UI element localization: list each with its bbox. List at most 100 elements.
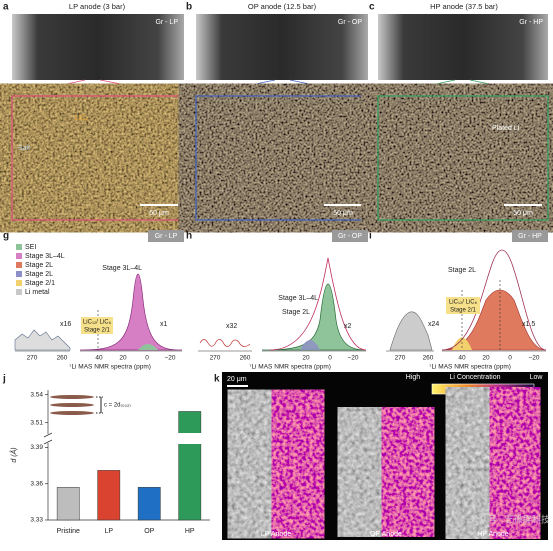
panel-label: i	[369, 231, 372, 242]
spectrum	[300, 340, 320, 350]
annotation: c = 2d₍₀₀₂₎	[104, 403, 131, 409]
annotation: x32	[226, 323, 237, 330]
x-tick-label: 0	[328, 355, 332, 362]
tag-box	[512, 230, 548, 242]
zoom-line	[377, 79, 549, 97]
panel-label: e	[186, 95, 192, 106]
annotation: Stage 3L–4L	[278, 295, 318, 302]
annotation: Stage 3L–4L	[102, 265, 142, 272]
x-tick-label: HP	[185, 528, 195, 535]
bar	[97, 470, 121, 521]
colorbar-label: Low	[530, 374, 544, 381]
legend-label: SEI	[25, 244, 36, 251]
micrograph	[11, 95, 185, 221]
panel-label: g	[3, 231, 9, 242]
lattice-inset	[50, 395, 103, 415]
photo	[378, 14, 548, 80]
frame	[377, 95, 549, 221]
x-tick-label: −20	[528, 355, 539, 362]
annotation: Stage 2L	[448, 267, 476, 274]
colorbar	[431, 383, 535, 395]
x-tick-label: 20	[119, 355, 127, 362]
zoom-line	[11, 79, 185, 97]
sample-tag: Gr - OP	[338, 233, 362, 240]
panel-title: HP anode (37.5 bar)	[430, 2, 498, 11]
x-tick-label: 260	[423, 355, 434, 362]
legend-label: Stage 2L	[25, 262, 53, 269]
bottom-row: j 3.33 3.36 3.39 3.51 3.54 d (Å) Pristine LP OP H…	[2, 372, 550, 540]
x-axis-title: ⁷Li MAS NMR spectra (ppm)	[249, 364, 331, 371]
panel-label: h	[186, 231, 192, 242]
panel-label: j	[2, 374, 6, 385]
y-axis-title: d (Å)	[9, 447, 18, 462]
frame	[195, 95, 369, 221]
li-map	[386, 418, 430, 526]
spectrum	[441, 249, 547, 351]
frame	[11, 95, 185, 221]
y-tick-label: 3.33	[30, 517, 43, 524]
sample-tag: Gr - HP	[519, 19, 543, 26]
sem-image	[232, 402, 276, 526]
photo-row: a LP anode (3 bar) Gr - LP b OP anode (1…	[3, 2, 549, 97]
annotation: x1	[160, 321, 168, 328]
sem-image	[450, 400, 494, 526]
annotation: LiC₆	[75, 115, 89, 122]
axis-break	[43, 432, 53, 445]
scale-label: 50 μm	[513, 210, 533, 217]
bar	[137, 487, 161, 521]
y-tick-label: 3.54	[30, 391, 43, 398]
panel-label: d	[3, 95, 9, 106]
legend-swatch	[16, 244, 22, 250]
sample-tag: Gr - OP	[338, 19, 362, 26]
x-tick-label: 260	[240, 355, 251, 362]
colorbar-label: High	[406, 374, 421, 381]
annotation: Stage 2L	[282, 309, 310, 316]
sem-image	[342, 418, 386, 526]
x-tick-label: 270	[210, 355, 221, 362]
x-axis-title: ⁷Li MAS NMR spectra (ppm)	[69, 364, 151, 371]
microscope-row: d LiC₆ Salt 50 μm e 50 μm f Plated Li 50…	[3, 95, 549, 221]
photo	[196, 14, 368, 80]
image-label: LP Anode	[261, 531, 291, 538]
spectrum	[269, 257, 367, 351]
spectrum	[389, 311, 433, 351]
panel-title: OP anode (12.5 bar)	[248, 2, 317, 11]
legend-swatch	[16, 289, 22, 295]
sample-tag: Gr - LP	[155, 233, 178, 240]
panel-title: LP anode (3 bar)	[69, 2, 126, 11]
image-label: OP Anode	[370, 531, 402, 538]
y-tick-label: 3.36	[30, 480, 43, 487]
bar	[56, 487, 80, 521]
micrograph	[378, 96, 548, 220]
sample-tag: Gr - LP	[155, 19, 178, 26]
x-tick-label: 40	[95, 355, 103, 362]
note-box	[446, 297, 480, 314]
annotation: LiC₁₂/ LiC₆	[449, 300, 478, 306]
legend-swatch	[16, 271, 22, 277]
legend: SEI Stage 3L–4L Stage 2L Stage 2L Stage 2/1 L…	[16, 244, 65, 296]
spectrum	[138, 344, 158, 350]
annotation: Salt	[18, 145, 30, 152]
x-tick-label: 270	[27, 355, 38, 362]
x-tick-label: LP	[104, 528, 113, 535]
scale-label: 50 μm	[333, 210, 353, 217]
image-label: HP Anode	[477, 531, 509, 538]
watermark: 公众号 · 艺微胖科技	[470, 513, 550, 524]
panel-label: b	[186, 2, 192, 13]
annotation: x24	[428, 321, 439, 328]
sample-tag: Gr - HP	[518, 233, 542, 240]
x-tick-label: 0	[145, 355, 149, 362]
bar	[178, 411, 202, 521]
panel-label: a	[3, 2, 9, 13]
panel-label: k	[214, 374, 220, 385]
colorbar-title: Li Concentration	[450, 374, 501, 381]
x-tick-label: 20	[302, 355, 310, 362]
y-tick-label: 3.51	[30, 419, 43, 426]
spectrum	[14, 329, 71, 351]
tag-box	[332, 230, 368, 242]
annotation: Plated Li	[492, 125, 520, 132]
micrograph	[196, 96, 368, 220]
x-tick-label: 40	[458, 355, 466, 362]
legend-label: Stage 3L–4L	[25, 253, 65, 260]
